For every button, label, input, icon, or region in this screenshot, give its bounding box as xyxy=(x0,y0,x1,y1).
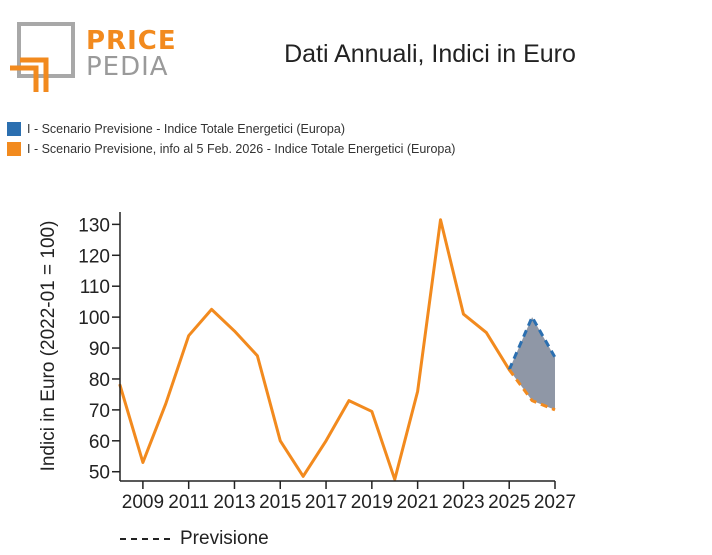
logo-word-price: PRICE xyxy=(86,26,177,56)
series-forecast-upper-line xyxy=(507,315,557,371)
forecast-band xyxy=(509,317,555,410)
x-tick-label: 2019 xyxy=(351,492,393,513)
legend-item-orange[interactable]: I - Scenario Previsione, info al 5 Feb. … xyxy=(7,139,455,159)
legend-label-blue: I - Scenario Previsione - Indice Totale … xyxy=(27,122,345,136)
logo-word-pedia: PEDIA xyxy=(86,52,169,82)
pricepedia-logo: PRICE PEDIA xyxy=(8,22,176,94)
x-tick-label: 2017 xyxy=(305,492,347,513)
dashed-line-swatch xyxy=(120,538,170,540)
forecast-legend: Previsione xyxy=(120,528,269,550)
legend: I - Scenario Previsione - Indice Totale … xyxy=(7,119,455,159)
logo-mark xyxy=(10,22,75,92)
x-tick-label: 2015 xyxy=(259,492,301,513)
legend-swatch-orange xyxy=(7,142,21,156)
chart-title: Dati Annuali, Indici in Euro xyxy=(284,40,576,68)
y-tick-label: 130 xyxy=(78,215,110,236)
x-tick-label: 2023 xyxy=(442,492,484,513)
y-tick-label: 110 xyxy=(80,277,110,298)
y-tick-label: 100 xyxy=(78,308,110,329)
x-tick-label: 2013 xyxy=(213,492,255,513)
y-tick-label: 70 xyxy=(89,401,110,422)
y-tick-label: 80 xyxy=(89,370,110,391)
series-historical-line xyxy=(118,218,511,481)
forecast-legend-label: Previsione xyxy=(180,528,269,549)
y-tick-label: 90 xyxy=(89,339,110,360)
x-tick-label: 2025 xyxy=(488,492,530,513)
y-tick-label: 50 xyxy=(89,463,110,484)
y-tick-label: 120 xyxy=(78,246,110,267)
x-tick-label: 2021 xyxy=(396,492,438,513)
x-tick-label: 2009 xyxy=(122,492,164,513)
y-tick-label: 60 xyxy=(89,432,110,453)
y-axis-label: Indici in Euro (2022-01 = 100) xyxy=(38,221,59,472)
legend-swatch-blue xyxy=(7,122,21,136)
x-tick-label: 2027 xyxy=(534,492,576,513)
x-tick-label: 2011 xyxy=(168,492,209,513)
legend-item-blue[interactable]: I - Scenario Previsione - Indice Totale … xyxy=(7,119,455,139)
series-forecast-lower-line xyxy=(508,368,556,412)
legend-label-orange: I - Scenario Previsione, info al 5 Feb. … xyxy=(27,142,456,156)
